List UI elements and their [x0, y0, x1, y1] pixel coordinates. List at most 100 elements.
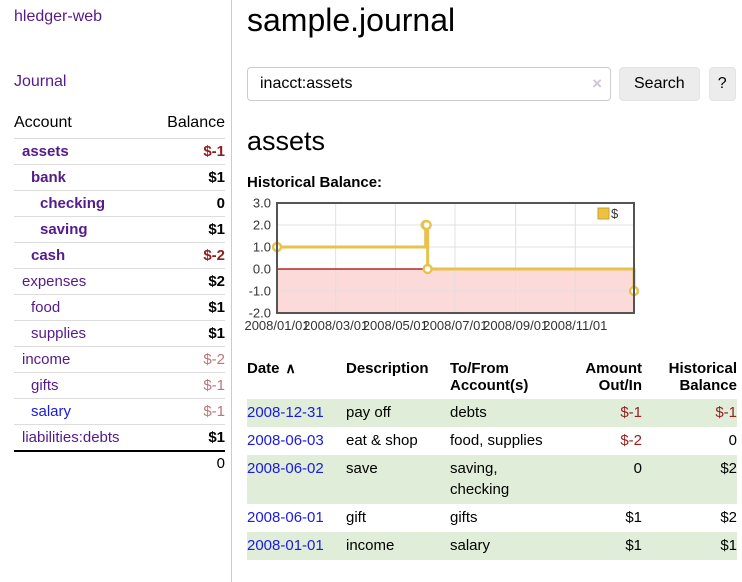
x-axis-tick-label: 2008/01/01 — [244, 318, 309, 333]
data-point-marker — [421, 219, 432, 231]
account-link[interactable]: checking — [40, 195, 106, 212]
account-balance: $-1 — [203, 143, 225, 160]
y-axis-tick-label: -1.0 — [249, 284, 271, 299]
description-cell: income — [346, 537, 395, 554]
transaction-date-link[interactable]: 2008-12-31 — [247, 404, 324, 421]
description-cell: pay off — [346, 404, 391, 421]
account-link[interactable]: food — [31, 299, 61, 316]
search-input[interactable] — [247, 67, 611, 101]
amount-cell: $1 — [625, 537, 642, 554]
account-row: bank $1 — [14, 164, 225, 190]
balance-column-label: Balance — [167, 114, 225, 131]
column-header-date[interactable]: Date ∧ — [247, 360, 296, 377]
register-table: Date ∧ Description To/From Account(s) Amo… — [247, 360, 737, 560]
help-button[interactable]: ? — [708, 67, 736, 101]
x-axis-tick-label: 2008/07/01 — [422, 318, 487, 333]
account-balance-table: Account Balance assets $-1 bank $1 checking 0… — [14, 111, 225, 475]
historical-balance-chart: $3.0 2.0 1.0 0.0 -1.0 -2.0 2008/01/01 2008/03/0… — [244, 196, 737, 336]
account-row: income $-2 — [14, 346, 225, 372]
register-row: 2008-06-01 gift gifts $1 $2 — [247, 504, 737, 532]
account-link[interactable]: expenses — [22, 273, 87, 290]
amount-cell: $-2 — [620, 432, 642, 449]
account-link[interactable]: cash — [31, 247, 66, 264]
account-link[interactable]: assets — [22, 143, 69, 160]
account-link[interactable]: saving — [40, 221, 88, 238]
sort-ascending-icon: ∧ — [285, 360, 296, 376]
search-button[interactable]: Search — [619, 67, 700, 101]
account-row: gifts $-1 — [14, 372, 225, 398]
column-header-balance: Historical Balance — [668, 360, 737, 394]
register-row: 2008-12-31 pay off debts $-1 $-1 — [247, 399, 737, 427]
account-row: assets $-1 — [14, 138, 225, 164]
account-row: checking 0 — [14, 190, 225, 216]
account-balance: $1 — [208, 299, 225, 316]
description-cell: gift — [346, 509, 367, 526]
balance-cell: $-1 — [715, 404, 737, 421]
account-column-label: Account — [14, 114, 72, 131]
page-title: sample.journal — [247, 2, 456, 38]
clear-search-icon[interactable]: × — [592, 74, 602, 93]
account-link[interactable]: salary — [31, 403, 72, 420]
y-axis-tick-label: 0.0 — [253, 262, 271, 277]
account-row: salary $-1 — [14, 398, 225, 424]
account-balance: $1 — [208, 169, 225, 186]
account-row: food $1 — [14, 294, 225, 320]
account-row: liabilities:debts $1 — [14, 424, 225, 450]
transaction-date-link[interactable]: 2008-06-02 — [247, 460, 324, 477]
account-link[interactable]: gifts — [31, 377, 59, 394]
account-link[interactable]: income — [22, 351, 71, 368]
account-balance: $-1 — [203, 403, 225, 420]
accounts-cell: food, supplies — [450, 432, 543, 449]
account-link[interactable]: supplies — [31, 325, 87, 342]
account-heading: assets — [247, 126, 326, 156]
plot-border — [276, 202, 635, 314]
amount-cell: $1 — [625, 509, 642, 526]
column-header-amount: Amount Out/In — [585, 360, 642, 394]
account-balance: $-2 — [203, 247, 225, 264]
y-axis-tick-label: 2.0 — [253, 218, 271, 233]
account-balance: $1 — [208, 429, 225, 446]
balance-cell: $2 — [720, 460, 737, 477]
y-axis-tick-label: -2.0 — [249, 306, 271, 321]
x-axis-tick-label: 2008/11/01 — [543, 318, 607, 333]
amount-cell: 0 — [633, 460, 642, 477]
search-form: × Search ? — [247, 67, 737, 101]
register-row: 2008-06-03 eat & shop food, supplies $-2 0 — [247, 427, 737, 455]
data-point-marker — [422, 263, 433, 275]
account-table-header: Account Balance — [14, 111, 225, 138]
main-content: sample.journal × Search ? assets Histori… — [232, 0, 742, 582]
register-row: 2008-01-01 income salary $1 $1 — [247, 532, 737, 560]
account-balance: $1 — [208, 325, 225, 342]
sidebar: hledger-web Journal Account Balance asse… — [0, 0, 232, 582]
account-row: supplies $1 — [14, 320, 225, 346]
column-header-description: Description — [346, 360, 429, 377]
account-balance: $1 — [208, 221, 225, 238]
transaction-date-link[interactable]: 2008-01-01 — [247, 537, 324, 554]
app-title-link[interactable]: hledger-web — [14, 8, 103, 25]
balance-chart-svg: $3.0 2.0 1.0 0.0 -1.0 -2.02008/01/012008/03/0… — [244, 196, 640, 333]
description-cell: eat & shop — [346, 432, 418, 449]
accounts-cell: gifts — [450, 509, 478, 526]
account-balance: $-1 — [203, 377, 225, 394]
nav-journal-link[interactable]: Journal — [14, 73, 67, 90]
sidebar-total: 0 — [14, 450, 225, 475]
register-row: 2008-06-02 save saving, checking 0 $2 — [247, 455, 737, 504]
description-cell: save — [346, 460, 378, 477]
account-row: expenses $2 — [14, 268, 225, 294]
chart-heading: Historical Balance: — [247, 174, 383, 191]
transaction-date-link[interactable]: 2008-06-03 — [247, 432, 324, 449]
accounts-cell: salary — [450, 537, 491, 554]
accounts-cell: debts — [450, 404, 487, 421]
account-link[interactable]: liabilities:debts — [22, 429, 120, 446]
x-axis-tick-label: 2008/05/01 — [363, 318, 428, 333]
transaction-date-link[interactable]: 2008-06-01 — [247, 509, 324, 526]
accounts-cell: saving, checking — [450, 460, 510, 498]
balance-cell: 0 — [728, 432, 737, 449]
legend-swatch — [597, 207, 610, 220]
column-header-accounts: To/From Account(s) — [450, 360, 529, 394]
account-link[interactable]: bank — [31, 169, 67, 186]
amount-cell: $-1 — [620, 404, 642, 421]
x-axis-tick-label: 2008/03/01 — [303, 318, 368, 333]
account-row: cash $-2 — [14, 242, 225, 268]
balance-cell: $1 — [720, 537, 737, 554]
